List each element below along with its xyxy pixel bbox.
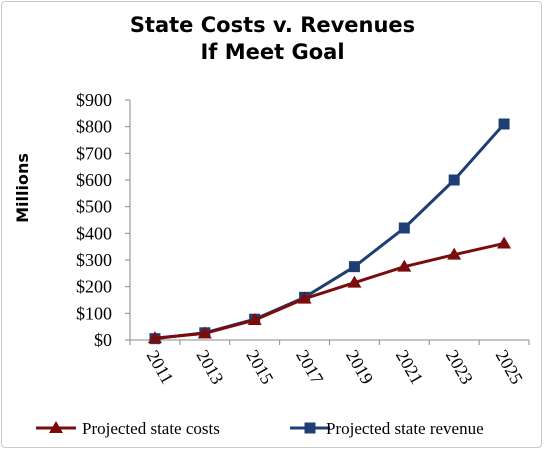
legend-costs-marker	[49, 421, 63, 433]
chart-title: State Costs v. Revenues	[129, 13, 416, 37]
x-tick-label: 2017	[292, 346, 327, 387]
costs-point	[197, 326, 212, 339]
y-tick-label: $400	[76, 223, 112, 243]
revenue-point	[348, 261, 360, 273]
y-tick-label: $200	[76, 277, 112, 297]
revenue-point	[398, 222, 410, 234]
x-tick-label: 2011	[143, 347, 178, 388]
x-tick-label: 2021	[392, 346, 427, 387]
costs-point	[297, 291, 312, 304]
y-tick-label: $300	[76, 250, 112, 270]
x-tick-label: 2025	[492, 346, 527, 387]
chart-subtitle: If Meet Goal	[200, 40, 345, 64]
x-tick-label: 2013	[192, 346, 227, 387]
costs-point	[247, 313, 262, 325]
y-tick-label: $100	[76, 303, 112, 323]
x-tick-label: 2019	[342, 346, 377, 387]
costs-point	[147, 331, 162, 344]
revenue-point	[448, 174, 460, 186]
legend-costs-label: Projected state costs	[82, 419, 220, 438]
costs-line	[154, 242, 505, 340]
costs-point	[397, 259, 412, 272]
y-tick-label: $0	[94, 330, 112, 350]
y-tick-label: $800	[76, 117, 112, 137]
x-tick-label: 2023	[442, 346, 477, 387]
y-tick-label: $700	[76, 143, 112, 163]
costs-point	[497, 236, 512, 249]
y-tick-label: $500	[76, 197, 112, 217]
revenue-line	[154, 123, 506, 341]
legend-revenue-marker	[304, 422, 316, 434]
costs-point	[447, 247, 462, 260]
costs-point	[347, 275, 362, 288]
legend-revenue-label: Projected state revenue	[326, 419, 484, 438]
y-tick-label: $900	[76, 90, 112, 110]
revenue-point	[498, 118, 510, 130]
x-tick-label: 2015	[242, 346, 277, 387]
y-tick-label: $600	[76, 170, 112, 190]
